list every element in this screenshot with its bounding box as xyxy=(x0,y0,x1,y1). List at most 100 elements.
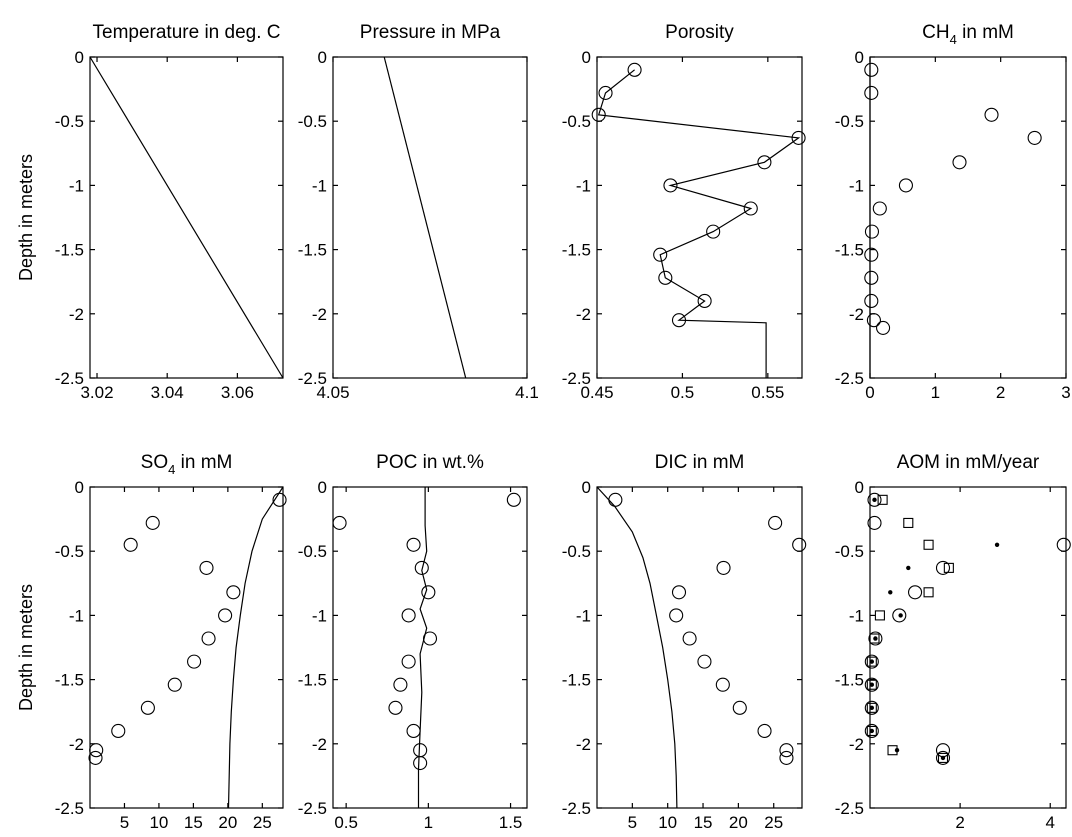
y-tick-label: -2.5 xyxy=(562,369,591,388)
panel-5: SO4 in mM 0 -0.5 -1 -1.5 -2 -2.5 5 10 15 20 25 Depth… xyxy=(16,452,287,832)
y-tick-label: -2 xyxy=(69,735,84,754)
y-tick-label: -2 xyxy=(576,735,591,754)
data-point-circle xyxy=(653,247,668,262)
data-point-circle xyxy=(413,756,428,771)
data-point-circle xyxy=(406,537,421,552)
data-point-circle xyxy=(388,700,403,715)
axes-frame xyxy=(89,486,284,809)
x-tick-label: 3.02 xyxy=(80,383,113,402)
data-point-circle xyxy=(506,492,521,507)
data-point-circle xyxy=(952,155,967,170)
y-tick-label: -2.5 xyxy=(562,799,591,818)
model-line xyxy=(383,56,467,379)
x-tick-label: 15 xyxy=(694,813,713,832)
data-point-circle xyxy=(984,107,999,122)
model-line xyxy=(417,487,428,808)
data-point-circle xyxy=(608,492,623,507)
x-tick-label: 4.05 xyxy=(316,383,349,402)
y-tick-label: -1.5 xyxy=(298,671,327,690)
y-tick-label: -2 xyxy=(849,735,864,754)
data-point-circle xyxy=(792,537,807,552)
x-tick-label: 10 xyxy=(149,813,168,832)
data-point-circle xyxy=(908,585,923,600)
data-point-circle xyxy=(332,515,347,531)
y-tick-label: -1.5 xyxy=(835,241,864,260)
x-tick-label: 3.04 xyxy=(151,383,184,402)
panel-title: CH4 in mM xyxy=(922,22,1014,47)
y-tick-label: -1 xyxy=(312,606,327,625)
data-point-circle xyxy=(682,631,697,646)
data-point-circle xyxy=(868,631,883,646)
axes-frame xyxy=(869,56,1067,379)
panel-7: DIC in mM 0 -0.5 -1 -1.5 -2 -2.5 5 10 15 20 25 xyxy=(562,452,807,832)
x-tick-label: 2 xyxy=(955,813,964,832)
y-tick-label: -2.5 xyxy=(298,799,327,818)
panel-1: Temperature in deg. C0-0.5-1-1.5-2-2.53.… xyxy=(16,22,284,402)
y-tick-label: -1 xyxy=(849,606,864,625)
y-tick-label: 0 xyxy=(75,478,84,497)
data-point-square xyxy=(866,656,877,667)
data-point-circle xyxy=(406,723,421,739)
data-point-circle xyxy=(935,750,951,765)
data-point-circle xyxy=(422,631,438,646)
data-point-circle xyxy=(123,537,138,552)
y-tick-label: -1.5 xyxy=(562,241,591,260)
panel-title: Porosity xyxy=(665,22,734,43)
data-point-circle xyxy=(401,608,416,623)
x-tick-label: 10 xyxy=(658,813,677,832)
data-point-circle xyxy=(876,320,891,335)
data-point-circle xyxy=(401,654,416,669)
data-point-circle xyxy=(187,654,202,669)
axes-frame xyxy=(596,486,803,809)
data-point-circle xyxy=(627,62,642,77)
plot-area xyxy=(332,487,521,808)
x-tick-label: 4.1 xyxy=(515,383,539,402)
data-point-circle xyxy=(140,700,155,715)
data-point-square xyxy=(869,633,880,644)
data-point-circle xyxy=(867,492,882,507)
x-tick-label: 1.5 xyxy=(499,813,523,832)
y-axis-label: Depth in meters xyxy=(16,154,36,281)
x-tick-label: 25 xyxy=(764,813,783,832)
plot-area xyxy=(596,486,807,809)
axes-frame xyxy=(332,486,528,809)
y-tick-label: -1 xyxy=(69,606,84,625)
y-tick-label: -2 xyxy=(849,305,864,324)
model-line xyxy=(597,69,801,378)
x-tick-label: 15 xyxy=(184,813,203,832)
panel-title: AOM in mM/year xyxy=(897,452,1040,473)
panel-6: POC in wt.% 0 -0.5 -1 -1.5 -2 -2.5 0.5 1 1.5 xyxy=(298,452,528,832)
data-point-square xyxy=(866,702,877,713)
panel-3: Porosity 0 -0.5 -1 -1.5 -2 -2.50.45 0.5 0.55 xyxy=(562,22,806,402)
data-point-circle xyxy=(779,743,794,758)
axes-frame xyxy=(332,56,528,379)
plot-area xyxy=(864,492,1071,765)
y-tick-label: 0 xyxy=(318,478,327,497)
data-point-circle xyxy=(167,677,182,692)
data-point-dot xyxy=(869,705,875,711)
data-point-circle xyxy=(935,560,951,575)
x-tick-label: 3.06 xyxy=(221,383,254,402)
data-point-circle xyxy=(715,677,730,692)
x-tick-label: 1 xyxy=(931,383,940,402)
x-tick-label: 0.5 xyxy=(671,383,695,402)
data-point-circle xyxy=(145,515,160,531)
data-point-circle xyxy=(768,515,783,531)
y-tick-label: -1.5 xyxy=(835,671,864,690)
plot-area xyxy=(89,56,284,379)
y-tick-label: -0.5 xyxy=(562,542,591,561)
data-point-circle xyxy=(892,608,907,623)
panel-title: Pressure in MPa xyxy=(360,22,501,43)
model-line xyxy=(89,56,284,379)
data-point-square xyxy=(874,610,885,621)
data-point-circle xyxy=(393,677,408,692)
data-point-circle xyxy=(716,560,731,575)
y-tick-label: 0 xyxy=(855,478,864,497)
data-point-circle xyxy=(201,631,216,646)
panel-2: Pressure in MPa 0 -0.5 -1 -1.5 -2 -2.54.05 4.1 xyxy=(298,22,539,402)
data-point-circle xyxy=(199,560,214,575)
y-tick-label: -2 xyxy=(69,305,84,324)
data-point-circle xyxy=(898,178,913,193)
y-tick-label: -0.5 xyxy=(298,542,327,561)
